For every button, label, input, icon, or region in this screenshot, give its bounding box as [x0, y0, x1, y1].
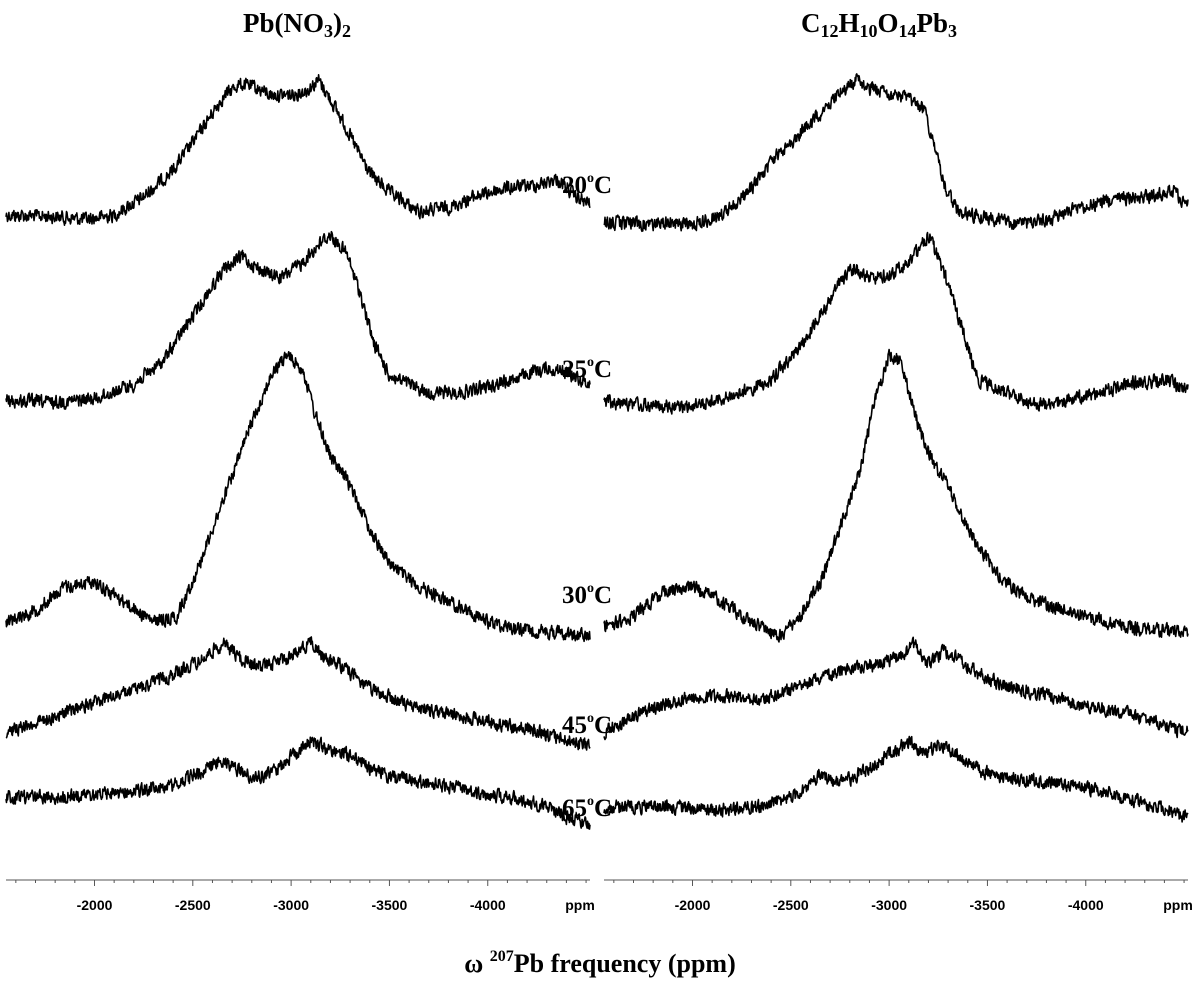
degree-sign: o — [587, 355, 594, 370]
spectrum-right-30C — [603, 348, 1189, 643]
title-part: 12 — [820, 21, 839, 41]
x-tick-label: -2500 — [175, 897, 211, 913]
temperature-value: 20 — [562, 172, 587, 199]
spectrum-right-20C — [603, 73, 1189, 233]
x-axis-title: ω 207Pb frequency (ppm) — [0, 942, 1200, 979]
x-tick-label: -3500 — [970, 897, 1006, 913]
x-tick-label: -4000 — [470, 897, 506, 913]
degree-sign: o — [587, 171, 594, 186]
title-part: Pb — [916, 8, 949, 38]
x-tick-label: -2000 — [675, 897, 711, 913]
title-part: 10 — [859, 21, 878, 41]
spectrum-left-30C — [5, 351, 591, 643]
panel-title-left: Pb(NO3)2 — [243, 8, 351, 46]
panel-title-right: C12H10O14Pb3 — [801, 8, 957, 46]
x-unit-label: ppm — [565, 897, 595, 913]
spectra-left — [5, 74, 591, 830]
x-axis-right: -2000 -2500 -3000 -3500 -4000 ppm — [604, 879, 1193, 913]
title-part: 3 — [324, 21, 333, 41]
temperature-unit: C — [594, 795, 613, 822]
title-part: ) — [333, 8, 342, 38]
degree-sign: o — [587, 711, 594, 726]
temperature-unit: C — [594, 172, 613, 199]
temperature-value: 30 — [562, 582, 587, 609]
x-axis-title-symbol: ω — [464, 949, 484, 978]
temperature-label-30: 30oC — [562, 575, 612, 610]
x-tick-label: -3500 — [372, 897, 408, 913]
title-part: O — [877, 8, 899, 38]
title-part: 3 — [948, 21, 958, 41]
temperature-value: 25 — [562, 356, 587, 383]
title-part: Pb(NO — [243, 8, 324, 38]
temperature-unit: C — [594, 582, 613, 609]
spectrum-right-45C — [603, 636, 1189, 741]
temperature-label-25: 25oC — [562, 349, 612, 384]
title-part: 14 — [898, 21, 917, 41]
title-part: 2 — [342, 21, 351, 41]
degree-sign: o — [587, 794, 594, 809]
x-tick-label: -3000 — [273, 897, 309, 913]
x-tick-label: -4000 — [1068, 897, 1104, 913]
x-unit-label: ppm — [1163, 897, 1193, 913]
x-axis-title-isotope: 207 — [489, 948, 514, 965]
x-tick-label: -3000 — [871, 897, 907, 913]
x-axis-title-text: Pb frequency (ppm) — [513, 949, 736, 978]
spectrum-left-65C — [5, 736, 591, 830]
panel-right: -2000 -2500 -3000 -3500 -4000 ppm — [603, 73, 1193, 913]
spectrum-right-25C — [603, 231, 1189, 415]
temperature-label-20: 20oC — [562, 165, 612, 200]
title-part: H — [838, 8, 860, 38]
x-axis-left: -2000 -2500 -3000 -3500 -4000 ppm — [6, 879, 595, 913]
temperature-unit: C — [594, 356, 613, 383]
temperature-value: 65 — [562, 795, 587, 822]
temperature-label-45: 45oC — [562, 705, 612, 740]
panel-left: -2000 -2500 -3000 -3500 -4000 ppm — [5, 74, 595, 913]
temperature-unit: C — [594, 712, 613, 739]
temperature-label-65: 65oC — [562, 788, 612, 823]
temperature-value: 45 — [562, 712, 587, 739]
degree-sign: o — [587, 581, 594, 596]
spectra-right — [603, 73, 1189, 823]
title-part: C — [801, 8, 821, 38]
spectrum-left-20C — [5, 74, 591, 226]
spectrum-left-25C — [5, 230, 591, 410]
x-tick-label: -2500 — [773, 897, 809, 913]
spectrum-left-45C — [5, 636, 591, 751]
x-tick-label: -2000 — [77, 897, 113, 913]
spectrum-right-65C — [603, 735, 1189, 823]
